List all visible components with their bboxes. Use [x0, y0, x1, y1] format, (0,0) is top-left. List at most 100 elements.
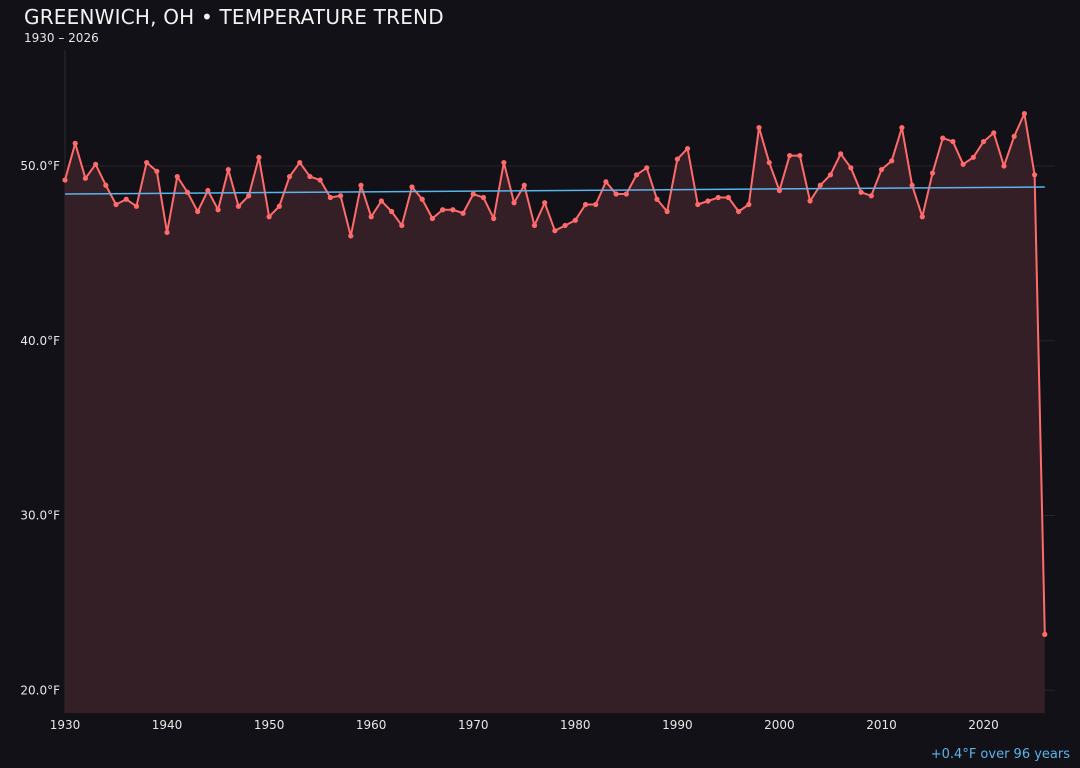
data-point: [613, 191, 619, 197]
data-point: [991, 130, 997, 136]
data-point: [348, 233, 354, 239]
data-point: [950, 138, 956, 145]
area-fill: [65, 113, 1045, 713]
data-point: [878, 166, 885, 173]
data-point: [409, 184, 415, 190]
data-point: [766, 159, 772, 166]
data-point: [235, 203, 242, 209]
data-point: [491, 215, 497, 222]
data-point: [593, 201, 599, 208]
y-tick-label: 30.0°F: [20, 509, 60, 523]
chart-title: GREENWICH, OH • TEMPERATURE TREND: [24, 5, 444, 29]
data-point: [113, 201, 119, 208]
data-point: [205, 187, 211, 194]
x-tick-label: 2010: [866, 718, 897, 732]
data-point: [103, 182, 109, 188]
data-point: [715, 194, 721, 201]
data-point: [807, 198, 813, 204]
data-point: [327, 194, 333, 201]
data-point: [368, 214, 374, 220]
data-point: [399, 222, 405, 229]
data-point: [797, 152, 803, 159]
x-tick-label: 1940: [152, 718, 183, 732]
data-point: [817, 182, 823, 188]
data-point: [297, 159, 303, 166]
data-point: [286, 173, 293, 180]
data-point: [838, 151, 844, 157]
data-point: [184, 189, 191, 195]
data-point: [633, 172, 640, 178]
y-tick-label: 20.0°F: [20, 683, 60, 697]
data-point: [572, 217, 578, 223]
data-point: [1042, 631, 1048, 637]
data-point: [1021, 111, 1027, 117]
data-point: [827, 172, 834, 178]
x-tick-label: 1970: [458, 718, 489, 732]
data-point: [684, 145, 691, 152]
data-point: [889, 158, 895, 164]
data-point: [552, 228, 558, 234]
data-point: [388, 208, 395, 215]
data-point: [225, 166, 231, 173]
data-point: [174, 173, 180, 180]
data-point: [562, 222, 568, 229]
data-point: [62, 177, 68, 183]
data-point: [276, 203, 282, 209]
data-point: [705, 198, 711, 204]
data-point: [164, 229, 170, 236]
data-point: [133, 203, 140, 209]
data-point: [664, 208, 670, 215]
data-point: [450, 207, 456, 213]
trend-line: [64, 186, 1045, 195]
data-point: [970, 154, 976, 160]
data-point: [960, 161, 966, 167]
data-point: [909, 182, 915, 188]
data-point: [582, 201, 589, 208]
data-point: [460, 210, 466, 216]
data-point: [246, 193, 252, 199]
data-point: [82, 175, 89, 181]
x-tick-label: 1960: [356, 718, 387, 732]
data-point: [378, 198, 384, 204]
data-point: [144, 159, 150, 166]
x-tick-label: 2020: [968, 718, 999, 732]
data-point: [480, 194, 487, 201]
y-tick-label: 50.0°F: [20, 159, 60, 173]
y-tick-label: 40.0°F: [20, 334, 60, 348]
x-tick-label: 1990: [662, 718, 693, 732]
data-point: [868, 193, 874, 199]
data-point: [787, 152, 793, 159]
data-point: [470, 191, 476, 197]
data-point: [317, 177, 323, 183]
x-tick-label: 1930: [50, 718, 81, 732]
data-point: [429, 215, 436, 222]
data-point: [215, 207, 221, 213]
x-tick-label: 2000: [764, 718, 795, 732]
data-point: [307, 173, 313, 180]
data-point: [1001, 163, 1007, 169]
data-point: [899, 125, 905, 131]
x-tick-label: 1980: [560, 718, 591, 732]
data-point: [419, 196, 425, 202]
data-point: [440, 207, 446, 213]
data-point: [919, 214, 925, 220]
data-point: [72, 140, 78, 146]
data-point: [511, 200, 517, 206]
data-point: [725, 194, 732, 201]
data-point: [695, 201, 701, 208]
trend-annotation: +0.4°F over 96 years: [930, 747, 1070, 762]
data-point: [929, 170, 936, 176]
data-point: [980, 138, 987, 145]
data-point: [623, 191, 629, 197]
data-point: [195, 208, 201, 215]
data-point: [501, 159, 507, 166]
data-point: [266, 214, 272, 220]
data-point: [1011, 133, 1017, 139]
data-point: [776, 187, 783, 194]
data-point: [256, 154, 262, 160]
data-point: [531, 222, 538, 229]
chart-subtitle: 1930 – 2026: [24, 31, 99, 45]
data-point: [674, 156, 680, 162]
data-point: [542, 200, 548, 206]
